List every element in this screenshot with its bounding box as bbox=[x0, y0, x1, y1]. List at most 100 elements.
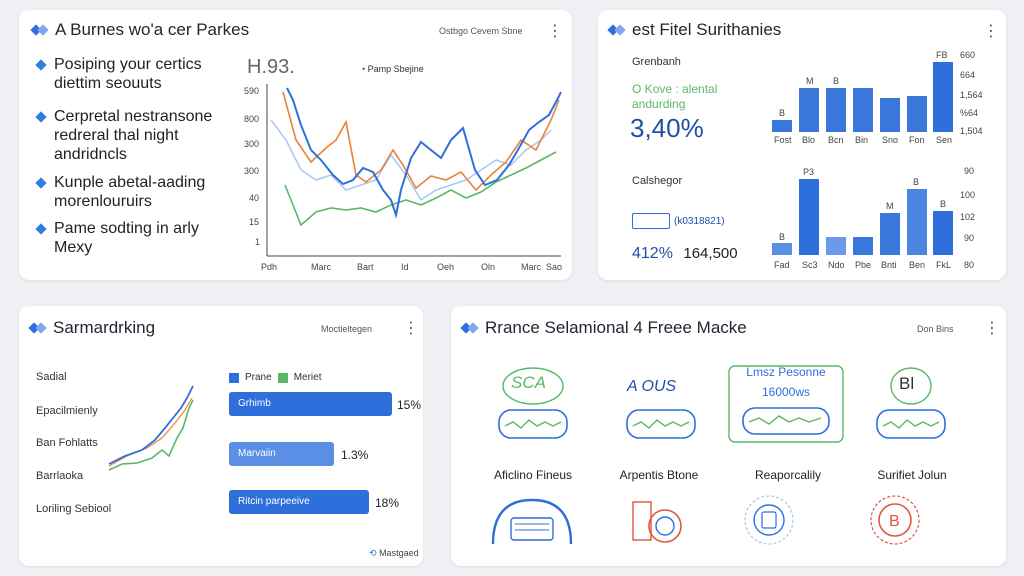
tile-label: Lmsz Pesonne 16000ws bbox=[746, 365, 826, 399]
tile-label: A OUS bbox=[627, 378, 677, 395]
y-ticks: 590 800 300 300 40 15 1 bbox=[244, 86, 260, 247]
diamond-bullet-icon bbox=[35, 223, 47, 235]
list-item: Posiping your certics diettim seouuts bbox=[35, 55, 237, 93]
x-tick: Pdh bbox=[261, 262, 277, 272]
bar-label: B bbox=[940, 199, 946, 209]
tile-caption: Reaporcalily bbox=[754, 468, 822, 482]
row-label: Barrlaoka bbox=[36, 470, 84, 482]
mini-line-chart bbox=[108, 385, 194, 471]
legend-marker-icon: • bbox=[362, 64, 366, 74]
sketch-icon bbox=[626, 409, 696, 439]
tile-pesonne[interactable]: Lmsz Pesonne 16000ws bbox=[727, 360, 845, 444]
legend-swatch-green bbox=[277, 372, 288, 383]
refresh-icon: ⟲ bbox=[369, 548, 377, 558]
diamond-bullet-icon bbox=[35, 177, 47, 189]
diamond-bullet-icon bbox=[35, 111, 47, 123]
x-ticks: Fost Blo Bcn Bin Sno Fon Sen bbox=[774, 135, 952, 145]
bar-label: B bbox=[913, 177, 919, 187]
x-tick: Fon bbox=[909, 135, 925, 145]
stat-heading: Grenbanh bbox=[632, 56, 681, 68]
kebab-menu-icon[interactable]: ⋮ bbox=[403, 318, 419, 337]
y-tick: 1,564 bbox=[960, 90, 983, 100]
hbar-label: Ritcin parpeeive bbox=[238, 496, 310, 507]
sketch-icon bbox=[876, 367, 946, 439]
legend-swatch-blue bbox=[229, 372, 239, 383]
tag-label: (k0318821) bbox=[674, 215, 725, 227]
series-line-orange bbox=[282, 91, 560, 192]
y-tick: 90 bbox=[964, 233, 974, 243]
legend-label: Meriet bbox=[293, 372, 322, 383]
bar bbox=[933, 211, 953, 255]
kebab-menu-icon[interactable]: ⋮ bbox=[983, 21, 999, 40]
kebab-menu-icon[interactable]: ⋮ bbox=[547, 21, 563, 40]
footer-label: Mastgaed bbox=[379, 548, 419, 558]
card-title: Sarmardrking bbox=[29, 318, 155, 338]
card-title-text: Rrance Selamional 4 Freee Macke bbox=[485, 318, 747, 337]
x-tick: Sen bbox=[936, 135, 952, 145]
list-item-text: Cerpretal nestransone redreral thal nigh… bbox=[54, 108, 213, 163]
x-tick: Ndo bbox=[828, 260, 845, 270]
row-label: Sadial bbox=[36, 371, 67, 383]
y-tick: 300 bbox=[244, 166, 259, 176]
kebab-menu-icon[interactable]: ⋮ bbox=[984, 318, 1000, 337]
lower-value-a: 412% bbox=[632, 245, 673, 262]
card-title: est Fitel Surithanies bbox=[608, 20, 781, 40]
bar bbox=[933, 62, 953, 132]
badge-sketch-icon[interactable] bbox=[741, 492, 797, 548]
row-label: Loriling Sebiool bbox=[36, 503, 112, 515]
bottom-bar-chart: B P3 M B B Fad Sc3 Ndo Pbe Bnti Ben FkL … bbox=[772, 166, 975, 270]
tile-sca[interactable]: SCA bbox=[493, 360, 573, 444]
series-line-orange bbox=[108, 397, 193, 467]
x-tick: Sc3 bbox=[802, 260, 818, 270]
legend-item: • Pamp Sbejine bbox=[362, 64, 424, 74]
y-tick: 300 bbox=[244, 139, 259, 149]
series-line-blue bbox=[108, 385, 194, 465]
footer[interactable]: ⟲ Mastgaed bbox=[369, 548, 419, 559]
y-ticks: 660 664 1,564 %64 1,504 bbox=[960, 50, 983, 136]
card-bottom-right: Rrance Selamional 4 Freee Macke Don Bins… bbox=[451, 306, 1006, 566]
y-tick: 590 bbox=[244, 86, 259, 96]
x-tick: FkL bbox=[936, 260, 951, 270]
hbar-pct: 1.3% bbox=[341, 448, 369, 462]
list-item-text: Pame sodting in arly Mexy bbox=[54, 220, 199, 256]
x-tick: Blo bbox=[802, 135, 815, 145]
coin-sketch-icon[interactable] bbox=[629, 494, 689, 546]
y-tick: 1 bbox=[255, 237, 260, 247]
stat-subtitle: O Kove : alental andurding bbox=[632, 82, 718, 111]
card-title-text: A Burnes wo'a cer Parkes bbox=[55, 20, 250, 39]
gear-sketch-icon[interactable] bbox=[487, 494, 577, 546]
bar-label: B bbox=[833, 76, 839, 86]
list-item: Kunple abetal-aading morenlouruirs bbox=[35, 173, 247, 211]
sketch-icon bbox=[728, 365, 844, 443]
card-header-right: Ostbgo Cevem Sbne bbox=[439, 26, 523, 36]
stat-value: 3,40% bbox=[630, 113, 704, 143]
tile-aous[interactable]: A OUS bbox=[623, 360, 699, 444]
legend-label: Pamp Sbejine bbox=[367, 64, 424, 74]
bar bbox=[853, 88, 873, 132]
bar bbox=[907, 96, 927, 132]
diamond-bullet-icon bbox=[35, 59, 47, 71]
sketch-icon bbox=[498, 367, 568, 439]
series-line-green bbox=[108, 399, 194, 471]
y-ticks: 90 100 102 90 80 bbox=[960, 166, 975, 270]
bar bbox=[799, 88, 819, 132]
hbar-pct: 15% bbox=[397, 398, 422, 412]
bitcoin-sketch-icon[interactable]: B bbox=[867, 492, 923, 548]
line-chart: 590 800 300 300 40 15 1 Pdh Marc Bart Id… bbox=[244, 84, 562, 272]
tile-label: Bl bbox=[899, 374, 915, 393]
bars bbox=[772, 62, 953, 132]
bar bbox=[772, 243, 792, 255]
y-tick: 102 bbox=[960, 212, 975, 222]
x-tick: Sno bbox=[882, 135, 898, 145]
chart-title: H.93. bbox=[247, 56, 295, 78]
hbar-label: Grhimb bbox=[238, 398, 271, 409]
tile-bl[interactable]: Bl bbox=[873, 360, 949, 444]
card-header-right: Don Bins bbox=[917, 324, 954, 334]
bar-labels: B M B FB bbox=[779, 50, 948, 118]
bar-label: B bbox=[779, 108, 785, 118]
y-tick: 80 bbox=[964, 260, 974, 270]
card-title: Rrance Selamional 4 Freee Macke bbox=[461, 318, 747, 338]
x-ticks: Pdh Marc Bart Id Oeh Oln Marc Sao bbox=[261, 262, 562, 272]
y-tick: 1,504 bbox=[960, 126, 983, 136]
hbar-pct: 18% bbox=[375, 496, 400, 510]
